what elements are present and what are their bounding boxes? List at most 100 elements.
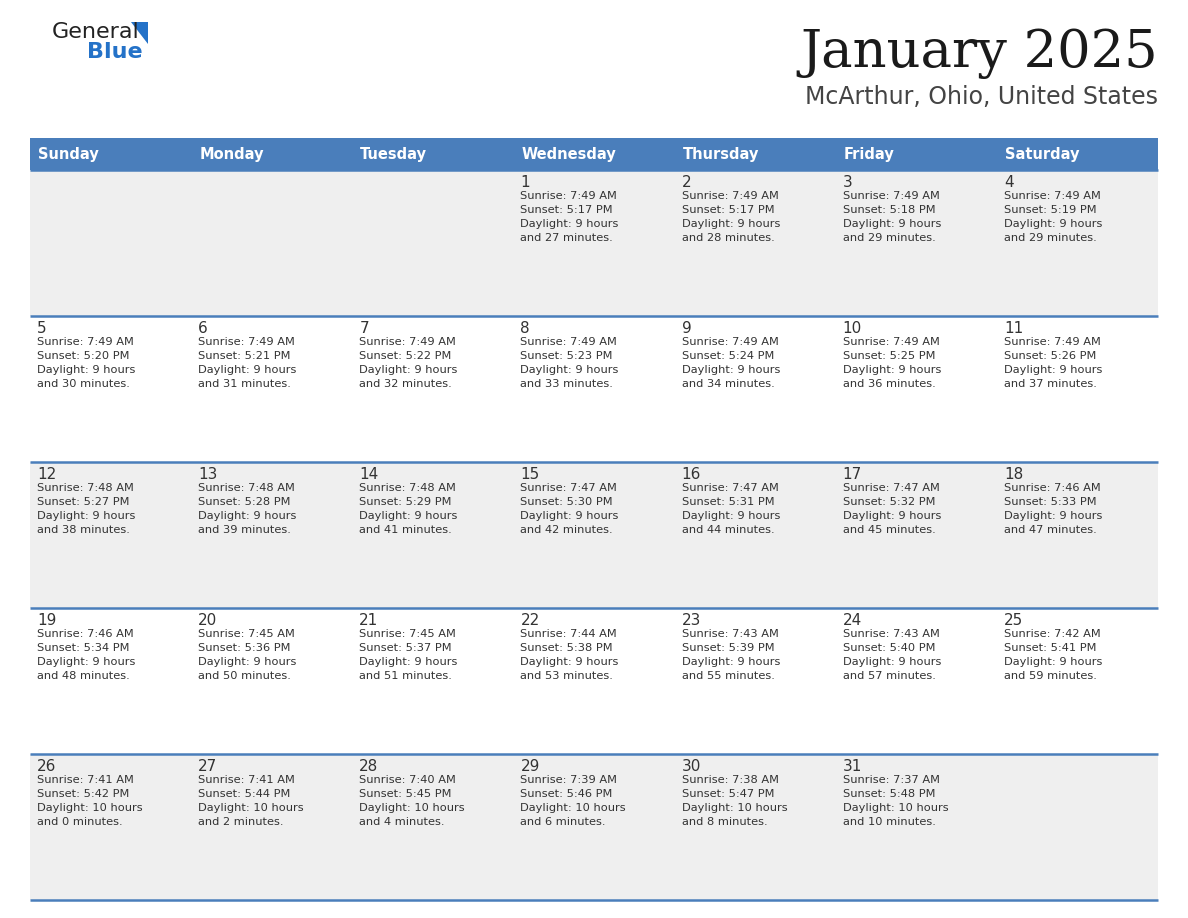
Text: Sunrise: 7:49 AM: Sunrise: 7:49 AM <box>1004 337 1101 347</box>
Text: and 48 minutes.: and 48 minutes. <box>37 671 129 681</box>
Text: and 4 minutes.: and 4 minutes. <box>359 817 444 827</box>
Text: Monday: Monday <box>200 147 264 162</box>
Bar <box>675 754 835 900</box>
Bar <box>997 608 1158 754</box>
Bar <box>191 754 353 900</box>
Text: Sunset: 5:31 PM: Sunset: 5:31 PM <box>682 497 775 507</box>
Text: Sunrise: 7:49 AM: Sunrise: 7:49 AM <box>520 337 618 347</box>
Text: and 37 minutes.: and 37 minutes. <box>1004 379 1097 389</box>
Text: Sunrise: 7:49 AM: Sunrise: 7:49 AM <box>359 337 456 347</box>
Bar <box>835 754 997 900</box>
Text: Sunrise: 7:49 AM: Sunrise: 7:49 AM <box>682 191 778 201</box>
Text: Sunrise: 7:47 AM: Sunrise: 7:47 AM <box>842 483 940 493</box>
Bar <box>835 138 997 170</box>
Text: McArthur, Ohio, United States: McArthur, Ohio, United States <box>805 85 1158 109</box>
Text: Daylight: 10 hours: Daylight: 10 hours <box>682 803 788 813</box>
Text: 25: 25 <box>1004 613 1023 628</box>
Text: Sunset: 5:24 PM: Sunset: 5:24 PM <box>682 351 773 361</box>
Text: Sunset: 5:18 PM: Sunset: 5:18 PM <box>842 205 935 215</box>
Text: Daylight: 9 hours: Daylight: 9 hours <box>682 657 781 667</box>
Text: 22: 22 <box>520 613 539 628</box>
Text: Sunrise: 7:46 AM: Sunrise: 7:46 AM <box>37 629 134 639</box>
Text: Sunset: 5:41 PM: Sunset: 5:41 PM <box>1004 643 1097 653</box>
Text: Sunrise: 7:47 AM: Sunrise: 7:47 AM <box>520 483 618 493</box>
Text: Sunrise: 7:43 AM: Sunrise: 7:43 AM <box>682 629 778 639</box>
Text: Sunrise: 7:38 AM: Sunrise: 7:38 AM <box>682 775 778 785</box>
Bar <box>997 462 1158 608</box>
Text: 9: 9 <box>682 321 691 336</box>
Bar <box>513 462 675 608</box>
Text: and 33 minutes.: and 33 minutes. <box>520 379 613 389</box>
Text: Sunday: Sunday <box>38 147 99 162</box>
Text: 28: 28 <box>359 759 379 774</box>
Text: Tuesday: Tuesday <box>360 147 428 162</box>
Bar <box>835 608 997 754</box>
Text: and 29 minutes.: and 29 minutes. <box>842 233 935 243</box>
Text: 16: 16 <box>682 467 701 482</box>
Text: and 29 minutes.: and 29 minutes. <box>1004 233 1097 243</box>
Text: Daylight: 9 hours: Daylight: 9 hours <box>520 365 619 375</box>
Text: 4: 4 <box>1004 175 1013 190</box>
Text: 2: 2 <box>682 175 691 190</box>
Text: Friday: Friday <box>843 147 895 162</box>
Text: Daylight: 9 hours: Daylight: 9 hours <box>37 657 135 667</box>
Text: Sunset: 5:38 PM: Sunset: 5:38 PM <box>520 643 613 653</box>
Text: 20: 20 <box>198 613 217 628</box>
Text: Daylight: 10 hours: Daylight: 10 hours <box>37 803 143 813</box>
Text: Sunset: 5:27 PM: Sunset: 5:27 PM <box>37 497 129 507</box>
Text: Sunrise: 7:40 AM: Sunrise: 7:40 AM <box>359 775 456 785</box>
Text: and 2 minutes.: and 2 minutes. <box>198 817 284 827</box>
Bar <box>353 608 513 754</box>
Text: Sunset: 5:20 PM: Sunset: 5:20 PM <box>37 351 129 361</box>
Text: Sunrise: 7:45 AM: Sunrise: 7:45 AM <box>359 629 456 639</box>
Bar <box>513 608 675 754</box>
Text: 7: 7 <box>359 321 369 336</box>
Text: Sunset: 5:19 PM: Sunset: 5:19 PM <box>1004 205 1097 215</box>
Bar <box>30 316 191 462</box>
Text: and 0 minutes.: and 0 minutes. <box>37 817 122 827</box>
Bar <box>835 462 997 608</box>
Text: Sunrise: 7:44 AM: Sunrise: 7:44 AM <box>520 629 618 639</box>
Text: Sunset: 5:17 PM: Sunset: 5:17 PM <box>682 205 775 215</box>
Text: 15: 15 <box>520 467 539 482</box>
Text: Daylight: 9 hours: Daylight: 9 hours <box>842 657 941 667</box>
Bar <box>835 170 997 316</box>
Text: and 53 minutes.: and 53 minutes. <box>520 671 613 681</box>
Bar <box>353 138 513 170</box>
Polygon shape <box>131 22 148 44</box>
Text: Wednesday: Wednesday <box>522 147 617 162</box>
Text: Daylight: 9 hours: Daylight: 9 hours <box>682 365 781 375</box>
Text: Sunset: 5:28 PM: Sunset: 5:28 PM <box>198 497 291 507</box>
Text: Sunrise: 7:49 AM: Sunrise: 7:49 AM <box>520 191 618 201</box>
Text: and 27 minutes.: and 27 minutes. <box>520 233 613 243</box>
Text: 27: 27 <box>198 759 217 774</box>
Text: 1: 1 <box>520 175 530 190</box>
Bar <box>835 316 997 462</box>
Text: 30: 30 <box>682 759 701 774</box>
Text: 5: 5 <box>37 321 46 336</box>
Text: and 42 minutes.: and 42 minutes. <box>520 525 613 535</box>
Text: Sunset: 5:23 PM: Sunset: 5:23 PM <box>520 351 613 361</box>
Bar <box>30 170 191 316</box>
Text: 21: 21 <box>359 613 379 628</box>
Text: Sunset: 5:25 PM: Sunset: 5:25 PM <box>842 351 935 361</box>
Text: and 10 minutes.: and 10 minutes. <box>842 817 936 827</box>
Text: 18: 18 <box>1004 467 1023 482</box>
Text: Sunrise: 7:41 AM: Sunrise: 7:41 AM <box>198 775 295 785</box>
Bar <box>675 316 835 462</box>
Text: and 38 minutes.: and 38 minutes. <box>37 525 129 535</box>
Text: Sunrise: 7:49 AM: Sunrise: 7:49 AM <box>37 337 134 347</box>
Text: Daylight: 9 hours: Daylight: 9 hours <box>359 657 457 667</box>
Text: Daylight: 9 hours: Daylight: 9 hours <box>1004 219 1102 229</box>
Text: Sunset: 5:33 PM: Sunset: 5:33 PM <box>1004 497 1097 507</box>
Text: and 57 minutes.: and 57 minutes. <box>842 671 936 681</box>
Text: Sunset: 5:40 PM: Sunset: 5:40 PM <box>842 643 935 653</box>
Text: Sunrise: 7:39 AM: Sunrise: 7:39 AM <box>520 775 618 785</box>
Text: Sunset: 5:44 PM: Sunset: 5:44 PM <box>198 789 291 799</box>
Text: and 34 minutes.: and 34 minutes. <box>682 379 775 389</box>
Text: Daylight: 9 hours: Daylight: 9 hours <box>1004 511 1102 521</box>
Text: 31: 31 <box>842 759 862 774</box>
Text: and 30 minutes.: and 30 minutes. <box>37 379 129 389</box>
Text: and 41 minutes.: and 41 minutes. <box>359 525 453 535</box>
Text: Sunset: 5:34 PM: Sunset: 5:34 PM <box>37 643 129 653</box>
